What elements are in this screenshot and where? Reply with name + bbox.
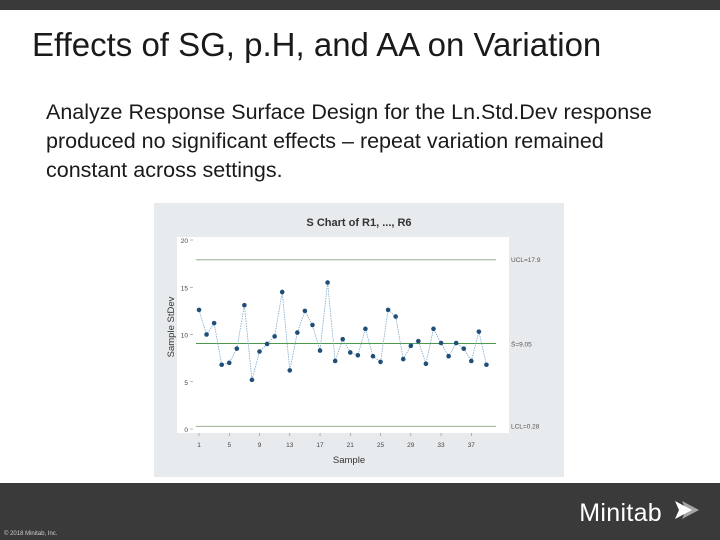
data-point [400,356,406,362]
data-point [438,340,444,346]
x-tick-label: 9 [258,442,262,449]
y-tick-label: 20 [181,238,189,245]
y-tick-label: 0 [184,427,188,434]
y-tick-label: 10 [181,333,189,340]
data-point [393,314,398,319]
footer-bar: Minitab © 2018 Minitab, Inc. [0,483,720,540]
data-point [423,361,429,367]
data-point [469,358,474,364]
x-tick-label: 29 [407,442,415,449]
data-point [484,362,489,368]
data-point [242,302,247,308]
top-bar [0,0,720,10]
data-point [347,350,353,355]
slide-title: Effects of SG, p.H, and AA on Variation [32,26,602,63]
x-tick-label: 13 [286,442,294,449]
x-tick-label: 21 [347,442,355,449]
x-tick-label: 17 [316,442,324,449]
data-point [219,362,224,368]
x-tick-label: 33 [437,442,445,449]
minitab-logo-icon [675,501,699,519]
x-axis-label: Sample [333,455,365,466]
data-point [234,346,240,351]
data-point [325,280,330,285]
data-point [226,360,232,366]
minitab-logo-text: Minitab [579,499,662,527]
data-point [287,368,293,373]
data-point [204,332,209,337]
data-point [332,358,338,364]
data-point [363,326,368,332]
ucl-label: UCL=17.9 [511,257,541,264]
plot-area [177,237,509,433]
center-label: S̄=9.05 [511,340,532,348]
x-tick-label: 1 [197,442,201,449]
data-point [196,307,202,313]
copyright-text: © 2018 Minitab, Inc. [4,531,58,537]
data-point [431,326,436,332]
data-point [279,289,285,295]
data-point [385,307,391,313]
y-tick-label: 5 [184,380,188,387]
x-tick-label: 5 [227,442,231,449]
x-tick-label: 37 [468,442,476,449]
data-point [476,329,482,334]
data-point [317,348,323,353]
data-point [453,340,459,346]
slide-body-text: Analyze Response Surface Design for the … [46,100,652,182]
data-point [257,349,262,354]
data-point [461,346,467,351]
lcl-label: LCL=0.28 [511,423,540,430]
data-point [295,330,300,335]
data-point [272,334,277,339]
data-point [249,377,255,383]
data-point [310,322,315,328]
data-point [340,336,346,342]
data-point [211,320,217,326]
data-point [370,353,376,359]
chart-title: S Chart of R1, ..., R6 [306,217,411,229]
data-point [264,341,270,347]
data-point [446,353,451,359]
data-point [416,338,421,344]
s-chart: S Chart of R1, ..., R6 Sample Sample StD… [154,203,564,477]
s-chart-svg: S Chart of R1, ..., R6 Sample Sample StD… [166,217,541,466]
data-point [302,308,308,314]
x-tick-label: 25 [377,442,385,449]
data-point [408,343,414,349]
data-point [378,359,383,365]
y-tick-label: 15 [181,285,189,292]
y-axis-label: Sample StDev [166,296,177,357]
data-point [355,352,361,358]
